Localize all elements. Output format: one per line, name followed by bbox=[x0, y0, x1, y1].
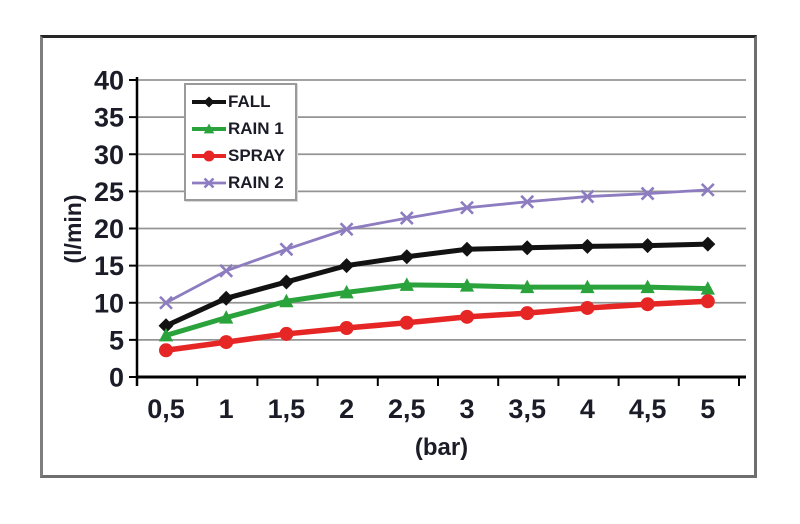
x-tick-label: 1 bbox=[219, 394, 234, 424]
triangle-marker bbox=[520, 279, 535, 294]
series-line bbox=[164, 188, 710, 305]
x-marker bbox=[203, 177, 215, 188]
legend-label: RAIN 1 bbox=[228, 118, 284, 138]
x-tick-label: 4,5 bbox=[629, 394, 667, 424]
diamond-marker bbox=[459, 241, 475, 257]
y-tick-label: 10 bbox=[94, 288, 124, 318]
triangle-marker bbox=[279, 293, 294, 308]
x-tick-label: 1,5 bbox=[268, 394, 306, 424]
x-tick-label: 0,5 bbox=[147, 394, 185, 424]
diamond-marker bbox=[579, 238, 595, 254]
series-rain-1 bbox=[158, 277, 715, 342]
legend-swatch bbox=[192, 150, 226, 161]
y-tick-label: 30 bbox=[94, 140, 124, 170]
legend-item-spray: SPRAY bbox=[191, 142, 285, 169]
y-tick-label: 35 bbox=[94, 103, 124, 133]
x-marker bbox=[700, 182, 715, 197]
circle-marker bbox=[640, 297, 655, 312]
legend-item-rain-1: RAIN 1 bbox=[191, 115, 285, 142]
legend-item-rain-2: RAIN 2 bbox=[191, 169, 285, 196]
legend-swatch bbox=[192, 177, 226, 188]
circle-marker bbox=[399, 315, 414, 330]
y-tick-label: 40 bbox=[94, 66, 124, 96]
x-tick-label: 4 bbox=[580, 394, 595, 424]
y-tick-label: 5 bbox=[109, 325, 124, 355]
diamond-marker bbox=[278, 274, 294, 290]
series-spray bbox=[159, 294, 715, 358]
diamond-marker bbox=[700, 236, 716, 252]
x-marker bbox=[279, 242, 294, 257]
triangle-marker bbox=[640, 279, 655, 294]
chart-frame: 0 5 10 15 20 25 30 35 40 0,5 1 1,5 2 2,5 3 3,5 4 4,5 5 (l/… bbox=[40, 35, 757, 478]
circle-marker bbox=[279, 326, 294, 341]
x-marker bbox=[520, 194, 535, 209]
diamond-marker bbox=[203, 96, 215, 107]
x-marker bbox=[339, 222, 354, 237]
y-tick-label: 0 bbox=[109, 363, 124, 393]
triangle-marker bbox=[399, 277, 414, 291]
circle-marker bbox=[460, 309, 474, 324]
y-axis-title: (l/min) bbox=[60, 194, 86, 264]
diamond-marker bbox=[399, 249, 415, 265]
series-fall bbox=[158, 236, 716, 334]
legend-swatch bbox=[192, 96, 226, 107]
x-axis-title: (bar) bbox=[414, 434, 469, 461]
x-marker bbox=[399, 211, 414, 226]
legend: FALL RAIN 1 SPRAY RAIN 2 bbox=[184, 83, 298, 201]
circle-marker bbox=[580, 300, 595, 315]
triangle-marker bbox=[339, 284, 354, 299]
circle-marker bbox=[700, 294, 715, 309]
y-tick-label: 25 bbox=[94, 177, 124, 207]
x-tick-label: 3 bbox=[459, 394, 474, 424]
triangle-marker bbox=[700, 281, 715, 295]
series-rain-2 bbox=[159, 182, 715, 310]
x-tick-label: 3,5 bbox=[508, 394, 546, 424]
triangle-marker bbox=[158, 327, 174, 342]
series-line bbox=[163, 241, 711, 329]
diamond-marker bbox=[158, 318, 174, 334]
triangle-marker bbox=[459, 278, 475, 292]
legend-item-fall: FALL bbox=[191, 88, 285, 115]
circle-marker bbox=[219, 335, 234, 350]
x-tick-label: 2,5 bbox=[388, 394, 426, 424]
diamond-marker bbox=[519, 240, 535, 256]
triangle-marker bbox=[580, 279, 595, 294]
diamond-marker bbox=[640, 238, 656, 254]
legend-swatch bbox=[192, 123, 226, 133]
circle-marker bbox=[339, 320, 354, 335]
y-tick-label: 20 bbox=[94, 214, 124, 244]
series-line bbox=[163, 298, 711, 354]
legend-label: RAIN 2 bbox=[228, 172, 284, 192]
triangle-marker bbox=[219, 310, 234, 324]
x-tick-label: 2 bbox=[339, 394, 354, 424]
series-line bbox=[163, 282, 711, 338]
triangle-marker bbox=[203, 123, 215, 133]
x-marker bbox=[159, 295, 173, 310]
diamond-marker bbox=[218, 290, 234, 306]
diamond-marker bbox=[339, 258, 355, 274]
circle-marker bbox=[159, 343, 173, 358]
x-marker bbox=[219, 263, 234, 278]
x-tick-label: 5 bbox=[700, 394, 715, 424]
circle-marker bbox=[203, 150, 215, 161]
legend-label: FALL bbox=[228, 91, 271, 111]
x-marker bbox=[580, 189, 595, 204]
legend-label: SPRAY bbox=[228, 145, 286, 165]
x-marker bbox=[640, 186, 655, 201]
circle-marker bbox=[520, 306, 535, 321]
x-marker bbox=[460, 200, 474, 215]
chart-canvas: 0 5 10 15 20 25 30 35 40 0,5 1 1,5 2 2,5 3 3,5 4 4,5 5 bbox=[94, 66, 746, 424]
y-tick-label: 15 bbox=[94, 251, 124, 281]
